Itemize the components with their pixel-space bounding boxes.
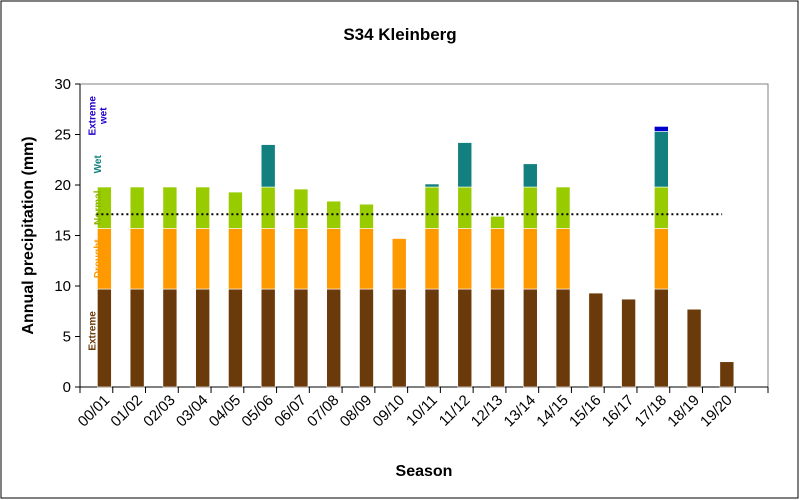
bar-segment-extreme-drought <box>162 288 178 388</box>
bar-segment-normal <box>195 186 210 229</box>
y-tick-label: 5 <box>63 329 71 346</box>
bar-segment-wet <box>654 131 669 188</box>
band-label: Drought <box>93 239 104 279</box>
bar-segment-extreme-drought <box>391 288 407 388</box>
y-tick-label: 25 <box>54 127 71 144</box>
y-tick-label: 10 <box>54 278 71 295</box>
bar-segment-normal <box>260 186 276 229</box>
bar-segment-normal <box>522 186 538 229</box>
bar-segment-drought <box>293 228 309 290</box>
bar-segment-normal <box>129 186 145 229</box>
bar-segment-normal <box>162 186 178 229</box>
bar-segment-normal <box>555 186 571 229</box>
bar-segment-drought <box>129 228 145 290</box>
band-label: Extremedrought <box>88 311 110 351</box>
bar-segment-extreme-drought <box>654 288 669 388</box>
bar-segment-extreme-drought <box>588 292 604 388</box>
bar-segment-normal <box>457 186 473 229</box>
bar-segment-drought <box>555 228 571 290</box>
y-tick-label: 0 <box>63 379 71 396</box>
bar-segment-extreme-wet <box>654 126 669 132</box>
bar-segment-normal <box>97 186 112 229</box>
band-label-line: Extreme <box>88 311 99 351</box>
bar-segment-drought <box>162 228 178 290</box>
bar-segment-extreme-drought <box>686 308 702 388</box>
bar-segment-drought <box>195 228 210 290</box>
band-label: Extremewet <box>88 96 110 136</box>
bar-segment-drought <box>424 228 440 290</box>
band-label: Wet <box>93 155 104 174</box>
bar-segment-extreme-drought <box>326 288 342 388</box>
bar-segment-drought <box>654 228 669 290</box>
y-tick-label: 20 <box>54 177 71 194</box>
bar-segment-extreme-drought <box>293 288 309 388</box>
bar-segment-drought <box>260 228 276 290</box>
y-tick-label: 30 <box>54 76 71 93</box>
bar-segment-drought <box>326 228 342 290</box>
bar-segment-normal <box>490 216 505 229</box>
bar-segment-normal <box>228 191 243 229</box>
bar-segment-normal <box>359 203 374 229</box>
bar-segment-extreme-drought <box>195 288 210 388</box>
band-label-line: Wet <box>93 155 104 174</box>
band-label-line: Extreme <box>88 96 99 136</box>
bar-segment-drought <box>522 228 538 290</box>
bar-segment-drought <box>359 228 374 290</box>
bar-segment-extreme-drought <box>719 361 735 388</box>
bar-segment-extreme-drought <box>457 288 473 388</box>
bar-segment-extreme-drought <box>129 288 145 388</box>
bar-segment-drought <box>490 228 505 290</box>
y-tick-label: 15 <box>54 228 71 245</box>
bar-segment-extreme-drought <box>260 288 276 388</box>
bar-segment-wet <box>522 163 538 188</box>
bar-segment-normal <box>654 186 669 229</box>
bar-segment-wet <box>424 183 440 188</box>
bar-segment-extreme-drought <box>424 288 440 388</box>
bar-segment-extreme-drought <box>228 288 243 388</box>
bar-segment-drought <box>391 238 407 290</box>
bar-segment-normal <box>293 188 309 229</box>
band-label-line: drought <box>99 311 110 349</box>
bar-segment-drought <box>228 228 243 290</box>
bar-segment-normal <box>424 186 440 229</box>
bar-segment-extreme-drought <box>522 288 538 388</box>
band-label: Normal <box>93 190 104 225</box>
x-axis-title: Season <box>396 463 453 480</box>
bar-segment-extreme-drought <box>359 288 374 388</box>
band-label-line: Drought <box>93 239 104 279</box>
bar-segment-extreme-drought <box>555 288 571 388</box>
bar-segment-wet <box>457 142 473 188</box>
bar-segment-wet <box>260 144 276 188</box>
bar-segment-extreme-drought <box>621 298 636 388</box>
band-label-line: Normal <box>93 190 104 225</box>
chart-title: S34 Kleinberg <box>343 25 456 44</box>
bar-segment-drought <box>457 228 473 290</box>
bar-segment-extreme-drought <box>490 288 505 388</box>
y-axis-title: Annual precipitation (mm) <box>20 136 37 334</box>
band-label-line: wet <box>99 107 110 125</box>
bar-segment-normal <box>326 200 342 229</box>
